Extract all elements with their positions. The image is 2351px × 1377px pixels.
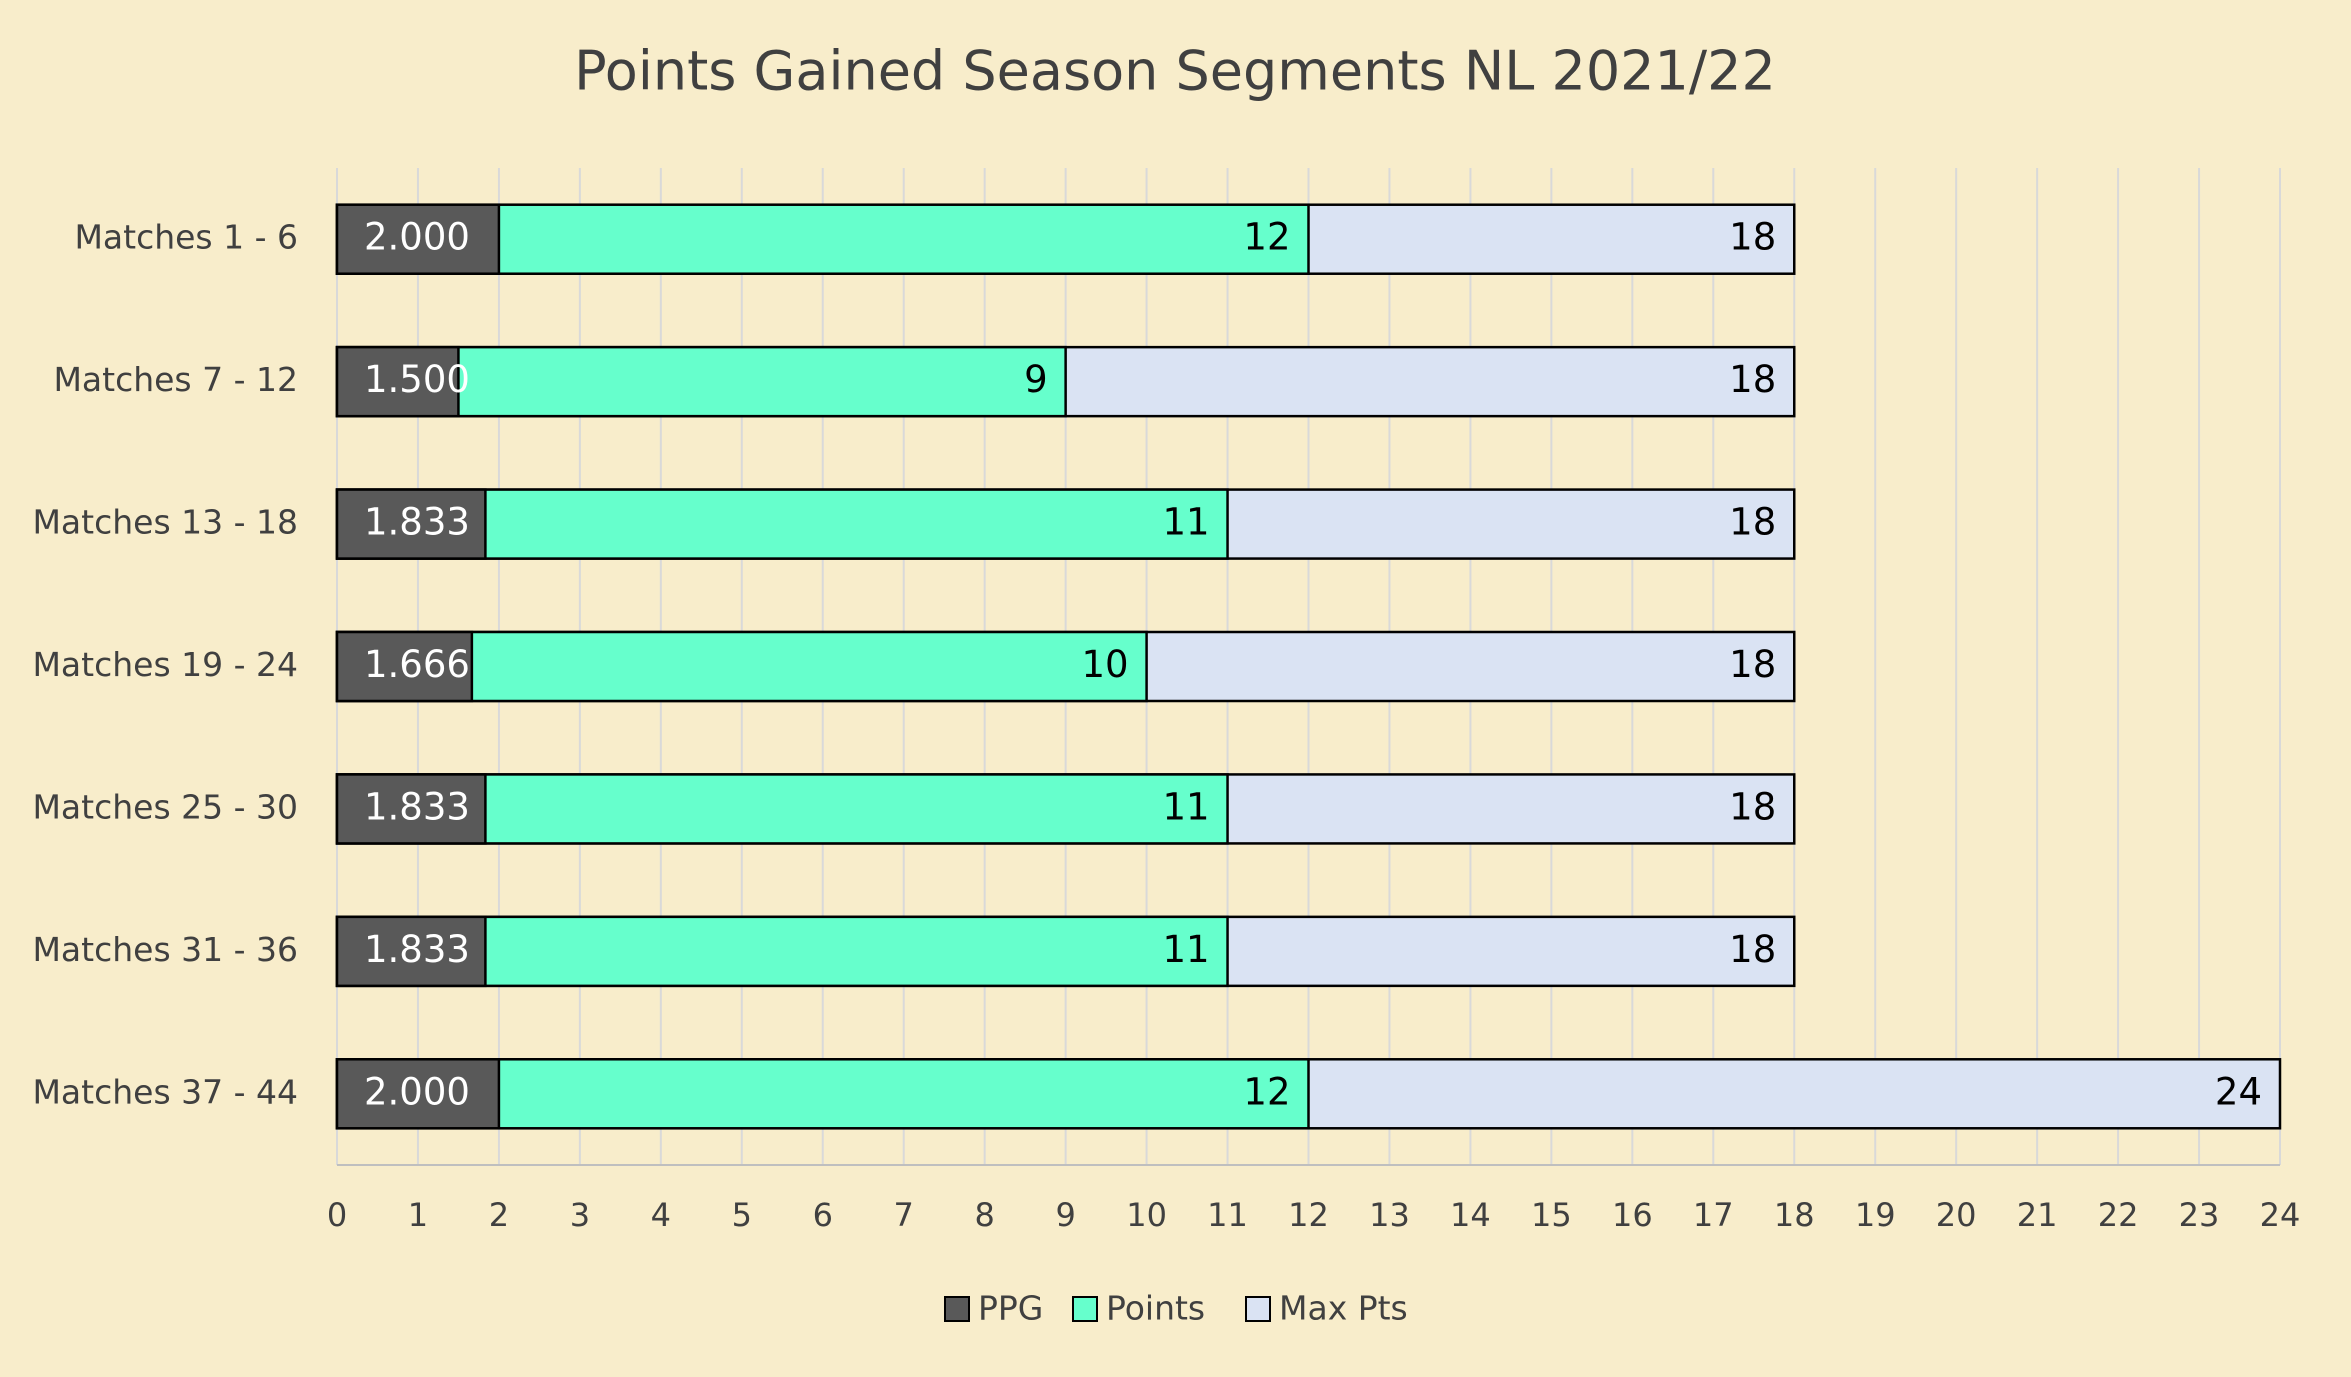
data-label: 18 — [1729, 785, 1776, 828]
data-label: 18 — [1729, 216, 1776, 259]
y-tick-label: Matches 7 - 12 — [53, 360, 298, 399]
bar — [335, 773, 487, 845]
x-tick-label: 21 — [2017, 1196, 2058, 1234]
data-label: 10 — [1081, 643, 1128, 686]
y-tick-label: Matches 31 - 36 — [32, 930, 298, 969]
x-tick-label: 22 — [2098, 1196, 2139, 1234]
x-tick-label: 7 — [894, 1196, 914, 1234]
data-label: 18 — [1729, 643, 1776, 686]
legend-label: PPG — [978, 1289, 1043, 1328]
data-label: 9 — [1024, 358, 1048, 401]
x-tick-label: 2 — [489, 1196, 509, 1234]
data-label: 11 — [1162, 785, 1209, 828]
data-label: 18 — [1729, 358, 1776, 401]
x-tick-label: 19 — [1855, 1196, 1896, 1234]
bar — [335, 915, 487, 988]
data-label: 18 — [1729, 928, 1776, 971]
data-label: 1.833 — [364, 928, 470, 971]
bar — [335, 630, 474, 703]
x-tick-label: 0 — [327, 1196, 347, 1234]
y-tick-label: Matches 19 - 24 — [32, 645, 298, 684]
data-label: 1.666 — [364, 643, 470, 686]
x-tick-label: 18 — [1774, 1196, 1815, 1234]
data-label: 1.833 — [364, 501, 470, 544]
x-tick-label: 11 — [1207, 1196, 1248, 1234]
legend-swatch — [1245, 1296, 1271, 1322]
data-label: 2.000 — [364, 1070, 470, 1113]
x-tick-label: 10 — [1126, 1196, 1167, 1234]
legend-swatch — [1072, 1296, 1098, 1322]
bar — [335, 1058, 501, 1130]
x-tick-label: 15 — [1531, 1196, 1572, 1234]
legend-label: Points — [1106, 1289, 1205, 1328]
data-label: 11 — [1162, 501, 1209, 544]
bar — [335, 488, 487, 560]
legend-label: Max Pts — [1279, 1289, 1408, 1328]
x-tick-label: 4 — [651, 1196, 671, 1234]
x-tick-label: 6 — [813, 1196, 833, 1234]
data-label: 2.000 — [364, 216, 470, 259]
x-tick-label: 9 — [1055, 1196, 1075, 1234]
chart-title: Points Gained Season Segments NL 2021/22 — [574, 40, 1776, 103]
x-tick-label: 8 — [974, 1196, 994, 1234]
y-tick-label: Matches 25 - 30 — [32, 787, 298, 826]
data-label: 12 — [1243, 1070, 1290, 1113]
data-label: 11 — [1162, 928, 1209, 971]
bar — [335, 345, 460, 418]
x-tick-label: 24 — [2260, 1196, 2301, 1234]
y-tick-label: Matches 37 - 44 — [32, 1072, 298, 1111]
x-tick-label: 5 — [732, 1196, 752, 1234]
data-label: 24 — [2215, 1070, 2262, 1113]
x-tick-label: 16 — [1612, 1196, 1653, 1234]
x-tick-label: 23 — [2179, 1196, 2220, 1234]
bar — [335, 203, 501, 275]
x-tick-label: 3 — [570, 1196, 590, 1234]
y-tick-label: Matches 1 - 6 — [74, 218, 298, 257]
x-tick-label: 14 — [1450, 1196, 1491, 1234]
x-tick-label: 17 — [1693, 1196, 1734, 1234]
data-label: 1.833 — [364, 785, 470, 828]
x-tick-label: 1 — [408, 1196, 428, 1234]
data-label: 12 — [1243, 216, 1290, 259]
x-tick-label: 20 — [1936, 1196, 1977, 1234]
data-label: 1.500 — [364, 358, 470, 401]
data-label: 18 — [1729, 501, 1776, 544]
x-tick-label: 13 — [1369, 1196, 1410, 1234]
x-tick-label: 12 — [1288, 1196, 1329, 1234]
y-tick-label: Matches 13 - 18 — [32, 503, 298, 542]
legend-swatch — [944, 1296, 970, 1322]
